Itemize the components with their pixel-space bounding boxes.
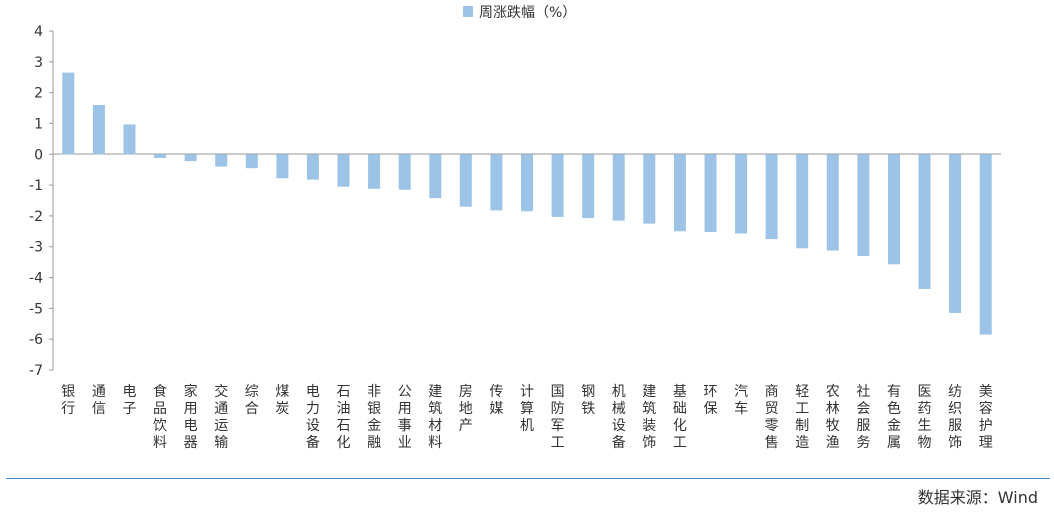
- bar: [337, 154, 350, 187]
- category-label: 家用电器: [184, 383, 198, 451]
- category-label: 电力设备: [306, 384, 320, 451]
- bar: [92, 105, 105, 155]
- category-label: 社会服务: [856, 384, 870, 451]
- category-label: 建筑材料: [428, 384, 442, 451]
- category-label: 建筑装饰: [642, 384, 656, 451]
- legend: 周涨跌幅（%）: [463, 5, 576, 21]
- bar: [704, 154, 717, 232]
- bar: [582, 154, 595, 219]
- category-label: 汽车: [734, 384, 748, 417]
- bar: [735, 154, 748, 234]
- y-tick-label: -7: [29, 363, 43, 379]
- bar: [612, 154, 625, 221]
- category-label: 机械设备: [612, 384, 626, 451]
- category-label: 商贸零售: [765, 384, 779, 451]
- category-label: 石油石化: [337, 384, 351, 451]
- bar: [888, 154, 900, 265]
- bar: [459, 154, 472, 207]
- y-tick-label: 0: [34, 147, 43, 163]
- y-tick-label: -2: [29, 209, 43, 225]
- bar: [368, 154, 381, 189]
- category-label: 农林牧渔: [826, 384, 840, 451]
- category-label: 房地产: [459, 384, 473, 434]
- category-label: 银行: [61, 384, 75, 417]
- category-label: 食品饮料: [153, 383, 167, 451]
- y-tick-label: -1: [29, 178, 43, 194]
- category-label: 纺织服饰: [948, 384, 962, 451]
- category-label: 轻工制造: [795, 384, 809, 451]
- bar: [123, 124, 136, 155]
- category-label: 国防军工: [551, 384, 565, 451]
- bar: [276, 154, 289, 179]
- category-label: 美容护理: [979, 384, 993, 451]
- category-label: 非银金融: [367, 384, 381, 451]
- bar: [857, 154, 870, 256]
- category-label: 钢铁: [581, 384, 595, 417]
- category-label: 传媒: [489, 384, 503, 417]
- bar: [306, 154, 319, 180]
- legend-label: 周涨跌幅（%）: [479, 5, 576, 21]
- source-note: 数据来源：Wind: [917, 488, 1038, 507]
- legend-swatch: [463, 6, 473, 17]
- y-tick-label: -3: [29, 240, 43, 256]
- bar: [398, 154, 411, 190]
- y-tick-label: -5: [29, 301, 43, 317]
- bar: [184, 154, 197, 162]
- category-label: 煤炭: [275, 384, 289, 417]
- bar: [429, 154, 442, 199]
- category-label: 公用事业: [398, 384, 412, 451]
- category-label: 基础化工: [673, 383, 687, 451]
- bar: [215, 154, 228, 167]
- y-tick-label: 3: [34, 55, 43, 71]
- bars: [62, 72, 992, 335]
- bar: [62, 72, 75, 155]
- bar: [979, 154, 992, 335]
- y-tick-label: 2: [34, 86, 43, 102]
- category-label: 通信: [92, 384, 106, 417]
- bar: [551, 154, 564, 217]
- y-tick-label: -6: [29, 332, 43, 348]
- y-tick-label: 4: [34, 24, 43, 40]
- bar: [643, 154, 656, 224]
- bar: [673, 154, 686, 232]
- footer-divider: [6, 478, 1050, 479]
- bar: [765, 154, 778, 240]
- bar: [918, 154, 931, 289]
- category-label: 交通运输: [214, 383, 228, 451]
- category-label: 有色金属: [887, 384, 901, 451]
- y-tick-label: -4: [29, 271, 43, 287]
- bar: [949, 154, 962, 313]
- y-tick-label: 1: [34, 116, 43, 132]
- category-label: 计算机: [520, 384, 534, 434]
- bar: [796, 154, 809, 249]
- bar: [245, 154, 258, 169]
- category-label: 电子: [123, 384, 137, 417]
- bar: [154, 154, 166, 158]
- bar: [826, 154, 839, 251]
- y-axis-ticks: 4 3 2 1 0 -1 -2 -3 -4 -5 -6 -7: [29, 24, 53, 379]
- category-label: 综合: [245, 384, 259, 417]
- category-label: 医药生物: [918, 384, 932, 451]
- bar: [521, 154, 533, 212]
- bar: [490, 154, 503, 211]
- category-label: 环保: [704, 384, 718, 417]
